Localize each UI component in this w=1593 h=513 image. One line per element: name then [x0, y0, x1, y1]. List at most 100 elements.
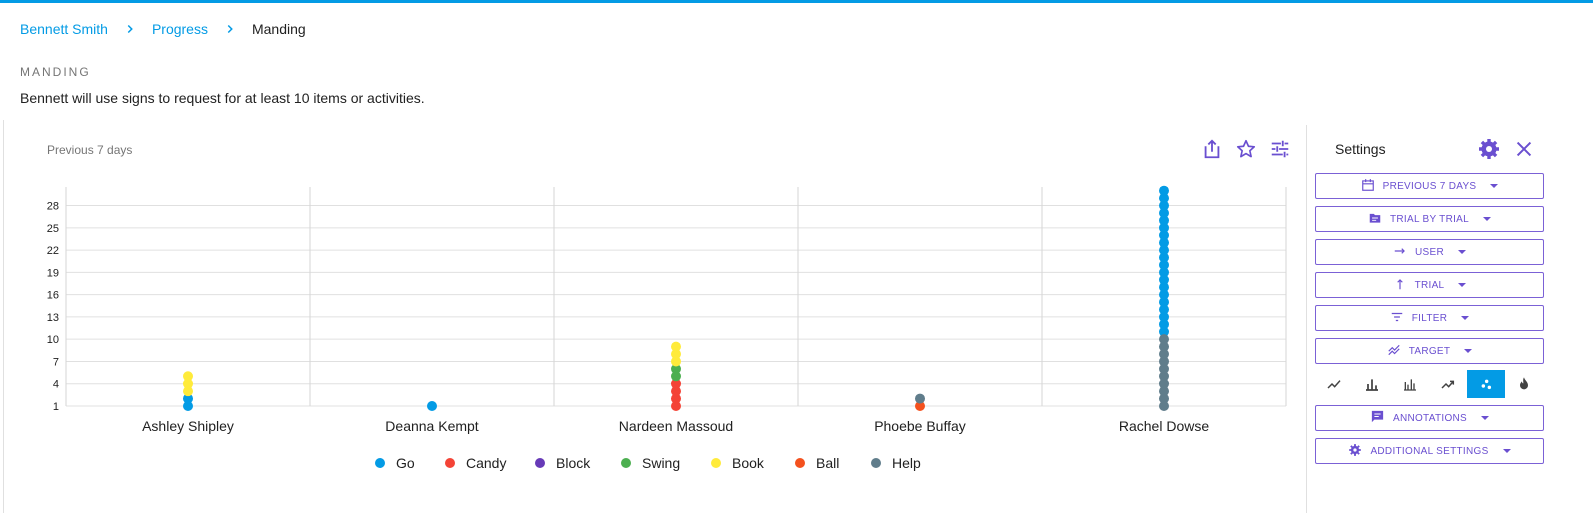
data-point: [1159, 297, 1169, 308]
data-point: [1159, 304, 1169, 315]
arrow-right-icon: [1393, 244, 1407, 261]
date-range-button[interactable]: PREVIOUS 7 DAYS: [1315, 173, 1544, 199]
data-point: [1159, 282, 1169, 293]
caret-down-icon: [1502, 449, 1511, 453]
data-point: [1159, 311, 1169, 322]
gear-icon[interactable]: [1477, 137, 1501, 161]
data-point: [1159, 215, 1169, 226]
grouped-bar-chart-icon[interactable]: [1391, 370, 1429, 398]
chart-type-toolbar: [1315, 370, 1544, 398]
data-point: [915, 401, 925, 411]
legend-label: Ball: [816, 455, 839, 471]
settings-divider: [1306, 125, 1307, 513]
heat-icon[interactable]: [1505, 370, 1543, 398]
annotations-button[interactable]: ANNOTATIONS: [1315, 405, 1544, 431]
legend-label: Book: [732, 455, 765, 471]
data-point: [1159, 222, 1169, 233]
y-tick-label: 7: [53, 356, 59, 368]
left-border: [3, 120, 4, 513]
share-icon[interactable]: [1200, 137, 1224, 161]
data-point: [1159, 230, 1169, 241]
data-point: [183, 386, 193, 397]
y-tick-label: 28: [47, 201, 59, 213]
additional-settings-button[interactable]: ADDITIONAL SETTINGS: [1315, 438, 1544, 464]
view-mode-label: TRIAL BY TRIAL: [1389, 213, 1470, 225]
data-point: [671, 386, 681, 397]
legend-label: Help: [892, 455, 921, 471]
bar-chart-icon[interactable]: [1353, 370, 1391, 398]
legend-marker: [711, 458, 721, 468]
data-point: [1159, 289, 1169, 300]
chart-actions: [1200, 137, 1292, 161]
legend-marker: [445, 458, 455, 468]
data-point: [1159, 237, 1169, 248]
legend-marker: [795, 458, 805, 468]
x-axis-label: USER: [1415, 246, 1444, 258]
data-point: [671, 378, 681, 389]
data-point: [671, 401, 681, 411]
top-accent-bar: [0, 0, 1593, 3]
data-point: [183, 401, 193, 411]
data-point: [1159, 245, 1169, 256]
settings-title: Settings: [1335, 141, 1386, 157]
y-axis-label: TRIAL: [1414, 279, 1445, 291]
additional-settings-label: ADDITIONAL SETTINGS: [1370, 445, 1489, 457]
calendar-icon: [1361, 178, 1375, 195]
legend-label: Swing: [642, 455, 680, 471]
data-point: [1159, 259, 1169, 270]
close-icon[interactable]: [1512, 137, 1536, 161]
data-point: [1159, 326, 1169, 337]
breadcrumb-student[interactable]: Bennett Smith: [20, 21, 108, 37]
data-point: [1159, 363, 1169, 374]
trend-chart-icon[interactable]: [1429, 370, 1467, 398]
y-tick-label: 1: [53, 401, 59, 413]
legend-marker: [871, 458, 881, 468]
scatter-chart: 1 4 7 10 13 16 19 22 25 28 Ashley Shipley Deanna Ke…: [47, 185, 1287, 471]
chart-card: Previous 7 days 1 4 7 10 13 16 19 22 25 28 Ashley …: [4, 125, 1306, 513]
filter-label: FILTER: [1411, 312, 1448, 324]
y-tick-label: 16: [47, 290, 59, 302]
gear-icon: [1348, 443, 1362, 460]
target-button[interactable]: TARGET: [1315, 338, 1544, 364]
x-category-label: Phoebe Buffay: [874, 418, 966, 434]
filter-button[interactable]: FILTER: [1315, 305, 1544, 331]
chevron-right-icon: [223, 22, 237, 36]
data-point: [671, 341, 681, 352]
legend-marker: [621, 458, 631, 468]
caret-down-icon: [1464, 349, 1473, 353]
comment-icon: [1370, 409, 1385, 427]
star-icon[interactable]: [1234, 137, 1258, 161]
breadcrumb-progress[interactable]: Progress: [151, 21, 208, 37]
line-chart-icon[interactable]: [1315, 370, 1353, 398]
folder-icon: [1368, 211, 1382, 228]
data-point: [1159, 401, 1169, 411]
y-axis-button[interactable]: TRIAL: [1315, 272, 1544, 298]
caret-down-icon: [1483, 217, 1492, 221]
x-category-label: Deanna Kempt: [385, 418, 479, 434]
breadcrumb: Bennett Smith Progress Manding: [20, 20, 306, 38]
target-icon: [1387, 343, 1401, 360]
arrow-up-icon: [1393, 277, 1407, 294]
x-category-label: Ashley Shipley: [142, 418, 234, 434]
legend-label: Candy: [466, 455, 506, 471]
date-range-label: PREVIOUS 7 DAYS: [1382, 180, 1477, 192]
caret-down-icon: [1457, 250, 1466, 254]
period-label: Previous 7 days: [47, 143, 133, 157]
data-point: [427, 401, 437, 411]
y-tick-label: 10: [47, 334, 59, 346]
legend-marker: [375, 458, 385, 468]
y-tick-label: 13: [47, 312, 59, 324]
goal-label: MANDING: [20, 65, 91, 79]
data-point: [671, 356, 681, 367]
chevron-right-icon: [123, 22, 137, 36]
data-point: [1159, 267, 1169, 278]
x-axis-button[interactable]: USER: [1315, 239, 1544, 265]
view-mode-button[interactable]: TRIAL BY TRIAL: [1315, 206, 1544, 232]
tune-icon[interactable]: [1268, 137, 1292, 161]
scatter-chart-icon[interactable]: [1467, 370, 1505, 398]
data-point: [1159, 193, 1169, 204]
data-point: [1159, 378, 1169, 389]
y-tick-label: 25: [47, 223, 59, 235]
data-point: [183, 371, 193, 382]
data-point: [671, 393, 681, 404]
